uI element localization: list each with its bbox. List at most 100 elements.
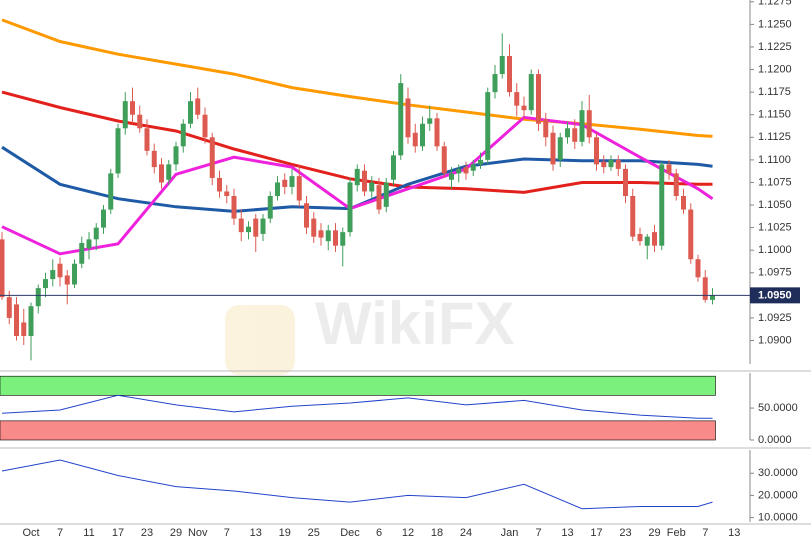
candle-body (398, 83, 404, 156)
candle-body (159, 164, 164, 183)
x-tick-label: 13 (250, 527, 262, 539)
candle-body (166, 164, 172, 180)
line (1, 394, 713, 419)
candle-body (536, 74, 541, 124)
candle-body (550, 132, 556, 165)
candle-body (130, 101, 135, 115)
x-tick-label: 7 (535, 527, 541, 539)
candle-body (318, 230, 324, 238)
candle-body (151, 150, 157, 168)
candle-body (449, 173, 454, 180)
x-tick-label: 13 (561, 527, 573, 539)
y-tick-label: 1.1225 (758, 41, 792, 53)
y-tick-label: 1.1025 (758, 222, 792, 234)
y-tick-label: 1.1125 (758, 131, 791, 143)
x-tick-label: Nov (188, 527, 208, 539)
candle-body (93, 227, 99, 240)
candle-body (28, 306, 34, 336)
candle-body (456, 168, 462, 174)
candle-body (470, 164, 476, 171)
y-tick-label: 1.1100 (758, 154, 791, 166)
candle-body (311, 218, 317, 237)
band (0, 420, 716, 441)
candle-body (688, 209, 694, 260)
candle-body (64, 275, 70, 285)
candle-body (231, 196, 237, 219)
candle-body (579, 110, 585, 142)
watermark-logo (225, 305, 295, 375)
candle-body (21, 322, 27, 336)
candle-body (528, 74, 534, 111)
candle-body (543, 119, 549, 138)
candle-body (637, 233, 643, 242)
candle-body (57, 263, 63, 278)
candle-body (594, 137, 599, 165)
candle-body (122, 101, 128, 129)
line (1, 18, 713, 138)
candle-body (695, 259, 701, 278)
y-tick-label: 0.0000 (758, 434, 792, 446)
candle-body (362, 170, 367, 192)
y-tick-label: 1.1000 (758, 244, 792, 256)
candle-body (434, 118, 440, 147)
y-tick-label: 1.1275 (758, 0, 792, 8)
candle-body (43, 279, 48, 289)
candle-body (608, 159, 614, 168)
candle-body (420, 123, 425, 147)
candle-body (86, 239, 92, 249)
y-tick-label: 20.0000 (758, 489, 798, 501)
candle-body (652, 232, 657, 246)
y-tick-label: 30.0000 (758, 467, 798, 479)
candle-body (391, 155, 396, 180)
last-price-label: 1.0950 (758, 289, 792, 301)
candle-body (492, 74, 498, 93)
candle-body (412, 132, 418, 147)
candle-body (6, 297, 12, 318)
y-tick-label: 1.0975 (758, 267, 792, 279)
x-tick-label: Dec (340, 527, 360, 539)
y-tick-label: 10.0000 (758, 511, 798, 523)
candle-body (137, 114, 143, 129)
candle-body (14, 304, 19, 336)
candle-body (296, 176, 302, 201)
x-tick-label: 29 (170, 527, 182, 539)
candle-body (383, 182, 389, 207)
candle-body (246, 226, 251, 233)
candle-body (72, 263, 77, 285)
candle-body (659, 164, 665, 246)
candle-body (188, 101, 193, 124)
candle-body (79, 242, 85, 264)
candle-body (572, 128, 578, 142)
candle-body (224, 191, 230, 196)
x-tick-label: Feb (667, 527, 686, 539)
candle-body (101, 209, 106, 228)
x-tick-label: 12 (402, 527, 414, 539)
candle-body (209, 137, 215, 178)
candle-body (304, 203, 309, 228)
candle-body (376, 185, 382, 210)
candle-body (289, 176, 295, 187)
x-tick-label: 24 (460, 527, 472, 539)
candle-body (514, 92, 520, 106)
candle-body (681, 196, 686, 210)
candle-body (347, 182, 353, 233)
candle-body (354, 168, 360, 186)
candle-body (253, 218, 259, 237)
candle-body (673, 173, 679, 196)
candle-body (50, 270, 56, 280)
candle-body (195, 98, 201, 115)
x-tick-label: 17 (590, 527, 602, 539)
candle-body (0, 239, 5, 298)
x-tick-label: 19 (279, 527, 291, 539)
candle-body (108, 173, 114, 210)
candle-body (180, 123, 186, 147)
candle-body (405, 98, 411, 138)
x-tick-label: Oct (22, 527, 39, 539)
x-tick-label: 7 (57, 527, 63, 539)
candle-body (369, 182, 375, 192)
last-price-box (750, 287, 800, 304)
candle-body (441, 146, 447, 174)
band (0, 375, 716, 396)
candle-body (623, 168, 628, 196)
candle-body (333, 230, 338, 246)
